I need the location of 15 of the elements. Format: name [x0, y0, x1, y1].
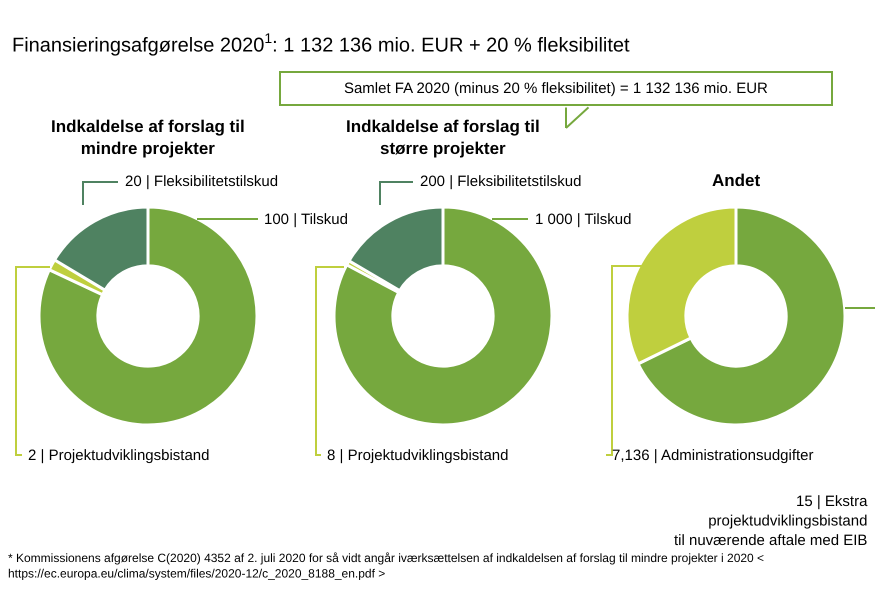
chart-subtitle: Andet — [712, 171, 760, 190]
slice-label: 2 | Projektudviklingsbistand — [28, 447, 210, 464]
text: * Kommissionens afgørelse C(2020) 4352 af 2. juli 2020 for så vidt angår iværksættelsen af indkaldelsen af forslag til mindre projekter i 2020 < https://ec.europa.eu/clima/system/files/2020-12/c_2020_8188_en.pdf > — [8, 551, 764, 581]
slice-label: 100 | Tilskud — [264, 211, 348, 228]
chart-subtitle: Indkaldelse af forslag til større projekter — [346, 117, 540, 158]
text: Samlet FA 2020 (minus 20 % fleksibilitet) = 1 132 136 mio. EUR — [344, 80, 768, 97]
slice-label: 8 | Projektudviklingsbistand — [327, 447, 508, 464]
chart-title: Finansieringsafgørelse 2020$^{1}$: 1 132 136 mio. EUR + 20 % fleksibilitet — [12, 30, 630, 56]
chart-subtitle: Indkaldelse af forslag til mindre projekter — [51, 117, 245, 158]
slice-label: 15 | Ekstra projektudviklingsbistand til nuværende aftale med EIB — [674, 493, 868, 549]
slice-label: 200 | Fleksibilitetstilskud — [420, 173, 582, 190]
slice-label: 20 | Fleksibilitetstilskud — [125, 173, 278, 190]
slice-label: 7,136 | Administrationsudgifter — [612, 447, 814, 464]
slice-label: 1 000 | Tilskud — [535, 211, 632, 228]
donut-slice — [38, 206, 258, 426]
